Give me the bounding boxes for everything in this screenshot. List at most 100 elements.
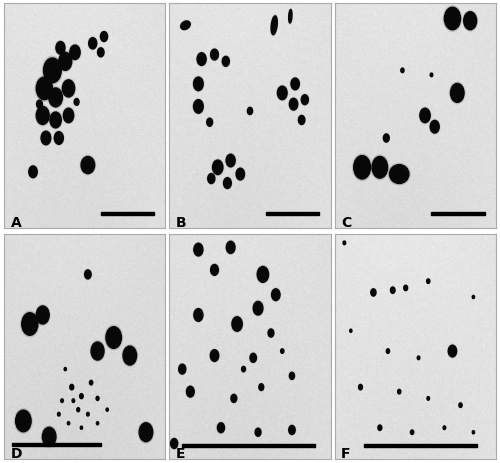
Ellipse shape: [54, 131, 64, 146]
Ellipse shape: [69, 45, 81, 62]
Ellipse shape: [388, 164, 410, 186]
Ellipse shape: [60, 399, 64, 403]
Ellipse shape: [370, 288, 376, 297]
Ellipse shape: [236, 168, 245, 181]
Ellipse shape: [400, 69, 404, 74]
Ellipse shape: [248, 108, 252, 115]
Ellipse shape: [194, 78, 203, 92]
Ellipse shape: [36, 307, 49, 324]
Ellipse shape: [210, 50, 218, 61]
Ellipse shape: [36, 78, 52, 100]
Ellipse shape: [106, 327, 122, 349]
Ellipse shape: [193, 100, 204, 115]
Ellipse shape: [97, 48, 104, 58]
Ellipse shape: [247, 107, 253, 116]
Ellipse shape: [426, 279, 430, 284]
Ellipse shape: [378, 425, 382, 431]
Ellipse shape: [178, 364, 186, 374]
Ellipse shape: [268, 329, 274, 338]
Ellipse shape: [42, 427, 56, 446]
Ellipse shape: [41, 132, 51, 145]
Ellipse shape: [96, 421, 99, 425]
Ellipse shape: [226, 242, 235, 254]
Ellipse shape: [86, 413, 89, 416]
Ellipse shape: [54, 132, 64, 145]
Ellipse shape: [98, 49, 104, 58]
Ellipse shape: [59, 53, 72, 71]
Bar: [364, 444, 476, 447]
Ellipse shape: [48, 88, 64, 109]
Ellipse shape: [458, 403, 462, 408]
Ellipse shape: [288, 425, 295, 435]
Ellipse shape: [74, 100, 79, 106]
Ellipse shape: [212, 160, 224, 176]
Ellipse shape: [386, 349, 390, 354]
Ellipse shape: [122, 345, 138, 367]
Ellipse shape: [232, 317, 242, 332]
Ellipse shape: [472, 431, 474, 434]
Ellipse shape: [242, 367, 246, 372]
Ellipse shape: [448, 345, 456, 357]
Ellipse shape: [443, 6, 462, 32]
Ellipse shape: [61, 399, 64, 403]
Ellipse shape: [49, 112, 62, 130]
Ellipse shape: [302, 95, 308, 106]
Ellipse shape: [242, 366, 246, 372]
Ellipse shape: [35, 76, 54, 102]
Ellipse shape: [210, 349, 220, 363]
Ellipse shape: [80, 394, 83, 399]
Ellipse shape: [386, 349, 390, 354]
Ellipse shape: [196, 53, 207, 67]
Ellipse shape: [372, 157, 388, 179]
Ellipse shape: [86, 412, 90, 416]
Ellipse shape: [210, 264, 219, 276]
Ellipse shape: [426, 279, 430, 284]
Ellipse shape: [268, 329, 274, 338]
Ellipse shape: [84, 269, 92, 280]
Ellipse shape: [401, 69, 404, 74]
Ellipse shape: [378, 425, 382, 431]
Ellipse shape: [36, 101, 43, 109]
Ellipse shape: [72, 399, 74, 403]
Ellipse shape: [404, 286, 407, 291]
Ellipse shape: [22, 313, 38, 336]
Ellipse shape: [180, 22, 190, 31]
Bar: [266, 213, 320, 215]
Ellipse shape: [64, 368, 66, 371]
Ellipse shape: [383, 134, 390, 144]
Ellipse shape: [44, 59, 62, 84]
Text: B: B: [176, 215, 186, 229]
Ellipse shape: [255, 428, 261, 436]
Text: D: D: [10, 446, 22, 460]
Ellipse shape: [443, 425, 446, 430]
Ellipse shape: [194, 244, 203, 257]
Ellipse shape: [180, 21, 191, 31]
Ellipse shape: [178, 363, 186, 375]
Bar: [432, 213, 484, 215]
Ellipse shape: [138, 421, 154, 443]
Ellipse shape: [193, 308, 203, 323]
Ellipse shape: [222, 57, 230, 67]
Ellipse shape: [254, 428, 262, 437]
Ellipse shape: [291, 79, 300, 91]
Ellipse shape: [80, 426, 82, 430]
Ellipse shape: [212, 161, 223, 175]
Ellipse shape: [81, 157, 94, 174]
Ellipse shape: [463, 12, 477, 32]
Ellipse shape: [390, 165, 409, 184]
Ellipse shape: [56, 42, 66, 56]
Ellipse shape: [443, 426, 446, 430]
Ellipse shape: [193, 243, 203, 257]
Ellipse shape: [384, 135, 389, 143]
Ellipse shape: [358, 385, 362, 390]
Ellipse shape: [298, 116, 305, 125]
Ellipse shape: [20, 312, 39, 337]
Ellipse shape: [88, 38, 98, 50]
Ellipse shape: [186, 386, 195, 398]
Ellipse shape: [16, 410, 31, 432]
Ellipse shape: [123, 346, 136, 365]
Ellipse shape: [343, 241, 346, 245]
Ellipse shape: [430, 120, 440, 135]
Ellipse shape: [64, 109, 74, 124]
Ellipse shape: [226, 241, 235, 255]
